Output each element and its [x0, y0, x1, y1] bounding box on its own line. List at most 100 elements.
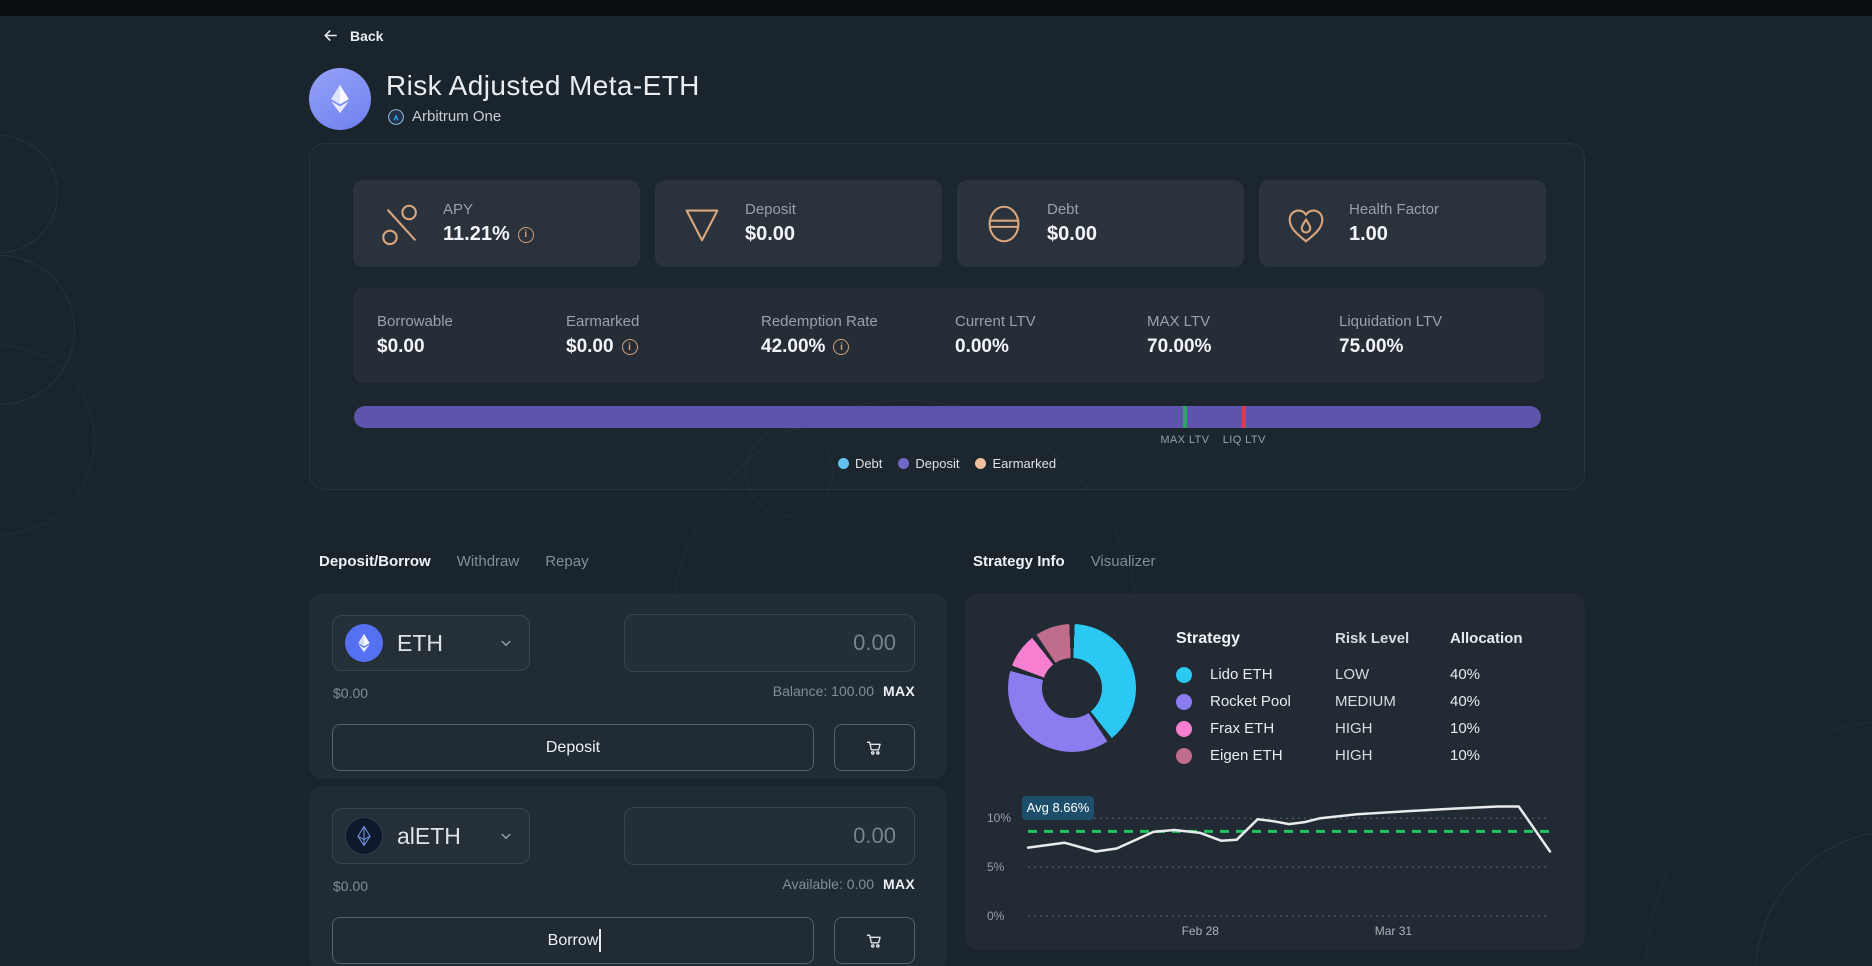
substat-value: 70.00%	[1147, 336, 1212, 357]
strategy-table-header: Strategy Risk Level Allocation	[1176, 625, 1530, 652]
deposit-cart-button[interactable]	[834, 724, 915, 771]
strategy-name: Rocket Pool	[1210, 693, 1291, 710]
x-tick-label: Mar 31	[1375, 924, 1413, 938]
deposit-amount-input[interactable]	[624, 614, 915, 672]
stat-card-deposit: Deposit $0.00	[655, 180, 942, 267]
substat-value: 75.00%	[1339, 336, 1404, 357]
borrow-amount-input[interactable]	[624, 807, 915, 865]
series-dot	[1176, 693, 1192, 710]
substat-earmarked: Earmarked $0.00 i	[566, 313, 639, 358]
eth-icon	[331, 84, 349, 114]
substat-label: Liquidation LTV	[1339, 313, 1443, 330]
header-allocation: Allocation	[1450, 630, 1523, 647]
text-cursor	[599, 929, 601, 952]
ltv-marker-labels: MAX LTV LIQ LTV	[354, 434, 1541, 448]
stat-label: Debt	[1047, 201, 1079, 218]
legend-item-earmarked: Earmarked	[975, 456, 1056, 471]
arbitrum-icon	[388, 108, 404, 125]
deposit-usd-value: $0.00	[333, 685, 369, 701]
tab-visualizer[interactable]: Visualizer	[1090, 553, 1156, 570]
series-dot	[1176, 747, 1192, 764]
liq-ltv-marker-label: LIQ LTV	[1222, 434, 1266, 446]
decor-circle	[0, 255, 75, 405]
borrow-token-name: alETH	[397, 822, 461, 849]
substat-label: MAX LTV	[1147, 313, 1211, 330]
deposit-token-select[interactable]: ETH	[332, 615, 530, 671]
substat-label: Earmarked	[566, 313, 640, 330]
substat-value: 0.00%	[955, 336, 1009, 357]
y-tick-label: 5%	[987, 860, 1005, 874]
y-tick-label: 0%	[987, 909, 1005, 923]
table-row: Frax ETH HIGH 10%	[1176, 715, 1530, 742]
substat-current-ltv: Current LTV 0.00%	[955, 313, 1036, 358]
cart-icon	[866, 741, 881, 755]
borrow-button[interactable]: Borrow	[332, 917, 814, 964]
max-ltv-marker	[1182, 406, 1187, 428]
substat-label: Current LTV	[955, 313, 1036, 330]
deposit-button[interactable]: Deposit	[332, 724, 814, 771]
aleth-token-icon	[345, 817, 383, 855]
stat-card-apy: APY 11.21% i	[353, 180, 640, 267]
legend-dot	[898, 458, 910, 469]
header-strategy: Strategy	[1176, 629, 1241, 647]
borrow-cart-button[interactable]	[834, 917, 915, 964]
allocation: 40%	[1450, 693, 1481, 710]
apy-series-line	[1026, 805, 1552, 853]
tab-deposit-borrow[interactable]: Deposit/Borrow	[319, 553, 431, 570]
deposit-form: ETH $0.00 Balance: 100.00 MAX Deposit	[309, 593, 947, 779]
stat-card-health: Health Factor 1.00	[1259, 180, 1546, 267]
info-icon[interactable]: i	[833, 339, 850, 355]
ltv-legend: Debt Deposit Earmarked	[310, 456, 1584, 471]
legend-item-deposit: Deposit	[898, 456, 959, 471]
ltv-progress-bar	[354, 406, 1541, 428]
page-title: Risk Adjusted Meta-ETH	[386, 70, 700, 101]
max-button[interactable]: MAX	[882, 683, 915, 699]
strategy-table: Strategy Risk Level Allocation Lido ETH …	[1176, 625, 1530, 769]
stat-label: Health Factor	[1349, 201, 1440, 218]
balance-label: Balance: 100.00	[772, 683, 874, 699]
top-strip	[0, 0, 1872, 16]
legend-dot	[837, 458, 849, 469]
series-dot	[1176, 720, 1192, 737]
borrow-token-select[interactable]: alETH	[332, 808, 530, 864]
risk-level: HIGH	[1335, 747, 1373, 764]
liq-ltv-marker	[1242, 406, 1247, 428]
header-risk-level: Risk Level	[1335, 630, 1410, 647]
info-icon[interactable]: i	[621, 339, 638, 355]
deposit-balance-row: Balance: 100.00 MAX	[773, 683, 915, 699]
back-button[interactable]: Back	[322, 27, 383, 44]
stat-value: 11.21%	[443, 223, 510, 245]
info-icon[interactable]: i	[517, 226, 534, 243]
back-arrow-icon	[322, 27, 339, 44]
legend-label: Earmarked	[992, 456, 1057, 471]
substat-borrowable: Borrowable $0.00	[377, 313, 453, 358]
avg-badge-label: Avg 8.66%	[1027, 800, 1090, 815]
network-label: Arbitrum One	[412, 108, 502, 125]
vault-logo	[309, 68, 371, 130]
risk-level: HIGH	[1335, 720, 1373, 737]
deposit-token-name: ETH	[397, 629, 443, 656]
y-tick-label: 10%	[987, 811, 1011, 825]
tab-strategy-info[interactable]: Strategy Info	[973, 553, 1065, 570]
strategy-panel: Strategy Risk Level Allocation Lido ETH …	[965, 593, 1585, 950]
heart-drop-icon	[1288, 209, 1324, 243]
stat-value: $0.00	[745, 223, 796, 245]
donut-hole	[1042, 658, 1102, 718]
substat-redemption-rate: Redemption Rate 42.00% i	[761, 313, 878, 358]
substat-label: Redemption Rate	[761, 313, 878, 330]
triangle-down-icon	[685, 209, 719, 241]
risk-level: MEDIUM	[1335, 693, 1396, 710]
stat-card-debt: Debt $0.00	[957, 180, 1244, 267]
tab-withdraw[interactable]: Withdraw	[456, 553, 520, 570]
max-button[interactable]: MAX	[882, 876, 915, 892]
table-row: Lido ETH LOW 40%	[1176, 661, 1530, 688]
series-dot	[1176, 666, 1192, 683]
stats-panel: APY 11.21% i Deposit $0.00 Debt $0.00	[309, 143, 1585, 490]
allocation: 10%	[1450, 747, 1481, 764]
borrow-form: alETH $0.00 Available: 0.00 MAX Borrow	[309, 786, 947, 966]
table-row: Eigen ETH HIGH 10%	[1176, 742, 1530, 769]
legend-item-debt: Debt	[837, 456, 882, 471]
tab-repay[interactable]: Repay	[545, 553, 589, 570]
x-tick-label: Feb 28	[1182, 924, 1220, 938]
